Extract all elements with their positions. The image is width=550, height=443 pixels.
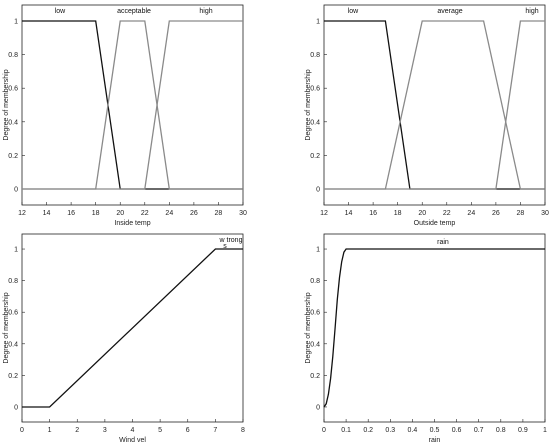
y-tick-label: 0.8 [310, 278, 320, 285]
y-tick-label: 1 [14, 19, 18, 26]
y-tick-label: 1 [316, 247, 320, 254]
x-tick-label: 24 [165, 210, 173, 217]
x-tick-label: 28 [215, 210, 223, 217]
plot-frame [21, 4, 244, 206]
y-tick-label: 0.4 [8, 341, 18, 348]
chart-2: 12 14 16 18 20 22 24 26 28 30 0 0.2 0.4 0.6 0.8 1 Outsid… [305, 4, 549, 227]
x-tick-label: 0.8 [496, 427, 506, 434]
y-tick-label: 0.2 [310, 373, 320, 380]
x-tick-label: 18 [394, 210, 402, 217]
y-axis-label: Degree of membership [305, 292, 312, 363]
x-tick-label: 0.1 [341, 427, 351, 434]
series-line-high [324, 20, 545, 190]
y-tick-label: 1 [316, 19, 320, 26]
x-tick-label: 0.5 [430, 427, 440, 434]
x-tick-label: 26 [492, 210, 500, 217]
y-tick-label: 0.8 [310, 52, 320, 59]
x-tick-label: 30 [239, 210, 247, 217]
x-tick-label: 8 [241, 427, 245, 434]
y-tick-label: 0.2 [310, 153, 320, 160]
x-tick-label: 20 [116, 210, 124, 217]
y-axis-label: Degree of membership [3, 292, 10, 363]
x-tick-label: 0 [322, 427, 326, 434]
plot-frame [323, 4, 546, 206]
series-label: high [199, 8, 212, 15]
y-tick-label: 0.6 [8, 86, 18, 93]
x-tick-label: 5 [158, 427, 162, 434]
y-tick-label: 0 [14, 404, 18, 411]
y-tick-label: 0.4 [310, 341, 320, 348]
x-tick-label: 0.9 [518, 427, 528, 434]
x-tick-label: 1 [543, 427, 547, 434]
x-tick-label: 14 [43, 210, 51, 217]
y-tick-label: 0.8 [8, 52, 18, 59]
x-axis-label: Inside temp [114, 220, 150, 227]
series-label: average [437, 8, 462, 15]
x-tick-label: 12 [18, 210, 26, 217]
y-tick-label: 0.2 [8, 153, 18, 160]
x-tick-label: 14 [345, 210, 353, 217]
x-tick-label: 24 [467, 210, 475, 217]
series-label: high [525, 8, 538, 15]
x-tick-label: 3 [103, 427, 107, 434]
series-line-low [324, 20, 545, 190]
series-line-rain [323, 248, 545, 408]
series-label-cont: s [223, 243, 227, 250]
y-tick-label: 0.6 [310, 310, 320, 317]
y-tick-label: 1 [14, 247, 18, 254]
x-axis-label: Outside temp [414, 220, 456, 227]
series-label: low [348, 8, 359, 15]
x-tick-label: 22 [141, 210, 149, 217]
y-tick-label: 0.6 [310, 86, 320, 93]
x-tick-label: 20 [418, 210, 426, 217]
chart-4: 0 0.1 0.2 0.3 0.4 0.5 0.6 0.7 0.8 0.9 1 0 0.2 0.4 0.6 0… [305, 233, 547, 443]
series-line-high [22, 20, 243, 190]
x-tick-label: 1 [48, 427, 52, 434]
y-tick-label: 0.4 [310, 119, 320, 126]
series-label: acceptable [117, 8, 151, 15]
series-label: rain [437, 239, 449, 246]
x-tick-label: 16 [369, 210, 377, 217]
series-line-average [324, 20, 545, 190]
x-tick-label: 0.2 [363, 427, 373, 434]
chart-1: 12 14 16 18 20 22 24 26 28 30 0 0.2 0.4 0.6 0.8 1 Inside… [3, 4, 247, 227]
y-tick-label: 0 [14, 187, 18, 194]
series-label: w trong [219, 237, 243, 244]
y-tick-label: 0 [316, 404, 320, 411]
y-tick-label: 0.4 [8, 119, 18, 126]
y-tick-label: 0.2 [8, 373, 18, 380]
x-tick-label: 18 [92, 210, 100, 217]
x-tick-label: 0.4 [408, 427, 418, 434]
chart-3: 0 1 2 3 4 5 6 7 8 0 0.2 0.4 0.6 0.8 1 Wind vel Degree of… [3, 233, 245, 443]
y-tick-label: 0.8 [8, 278, 18, 285]
y-tick-label: 0 [316, 187, 320, 194]
series-line-low [22, 20, 243, 190]
x-tick-label: 6 [186, 427, 190, 434]
x-tick-label: 7 [213, 427, 217, 434]
x-tick-label: 0.7 [474, 427, 484, 434]
x-tick-label: 26 [190, 210, 198, 217]
series-line-acceptable [22, 20, 243, 190]
x-axis-label: rain [429, 437, 441, 443]
x-axis-label: Wind vel [119, 437, 146, 443]
x-tick-label: 30 [541, 210, 549, 217]
x-tick-label: 0.6 [452, 427, 462, 434]
x-tick-label: 2 [75, 427, 79, 434]
y-tick-label: 0.6 [8, 310, 18, 317]
x-tick-label: 0 [20, 427, 24, 434]
x-tick-label: 16 [67, 210, 75, 217]
x-tick-label: 4 [131, 427, 135, 434]
y-axis-label: Degree of membership [3, 69, 10, 140]
x-tick-label: 22 [443, 210, 451, 217]
x-tick-label: 0.3 [385, 427, 395, 434]
series-label: low [55, 8, 66, 15]
series-line-w-trong-s [22, 248, 243, 408]
x-tick-label: 28 [517, 210, 525, 217]
x-tick-label: 12 [320, 210, 328, 217]
y-axis-label: Degree of membership [305, 69, 312, 140]
plot-frame [323, 233, 546, 423]
